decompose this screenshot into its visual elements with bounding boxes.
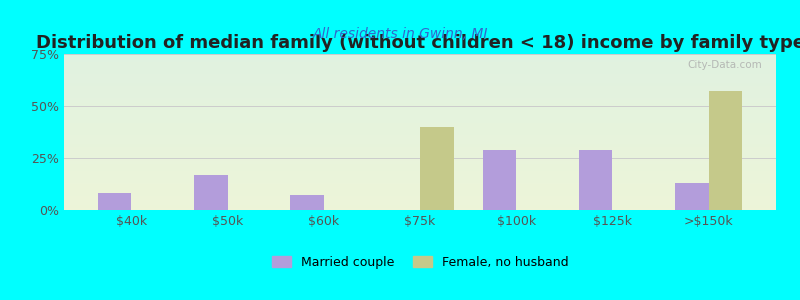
Text: City-Data.com: City-Data.com — [687, 60, 762, 70]
Bar — [98, 194, 131, 210]
Bar — [482, 150, 516, 210]
Legend: Married couple, Female, no husband: Married couple, Female, no husband — [267, 250, 573, 274]
Bar — [675, 183, 709, 210]
Bar — [290, 195, 324, 210]
Text: All residents in Gwinn, MI: All residents in Gwinn, MI — [312, 27, 488, 41]
Bar — [578, 150, 613, 210]
Bar — [194, 175, 227, 210]
Title: Distribution of median family (without children < 18) income by family type: Distribution of median family (without c… — [35, 34, 800, 52]
Bar — [420, 127, 454, 210]
Bar — [709, 92, 742, 210]
